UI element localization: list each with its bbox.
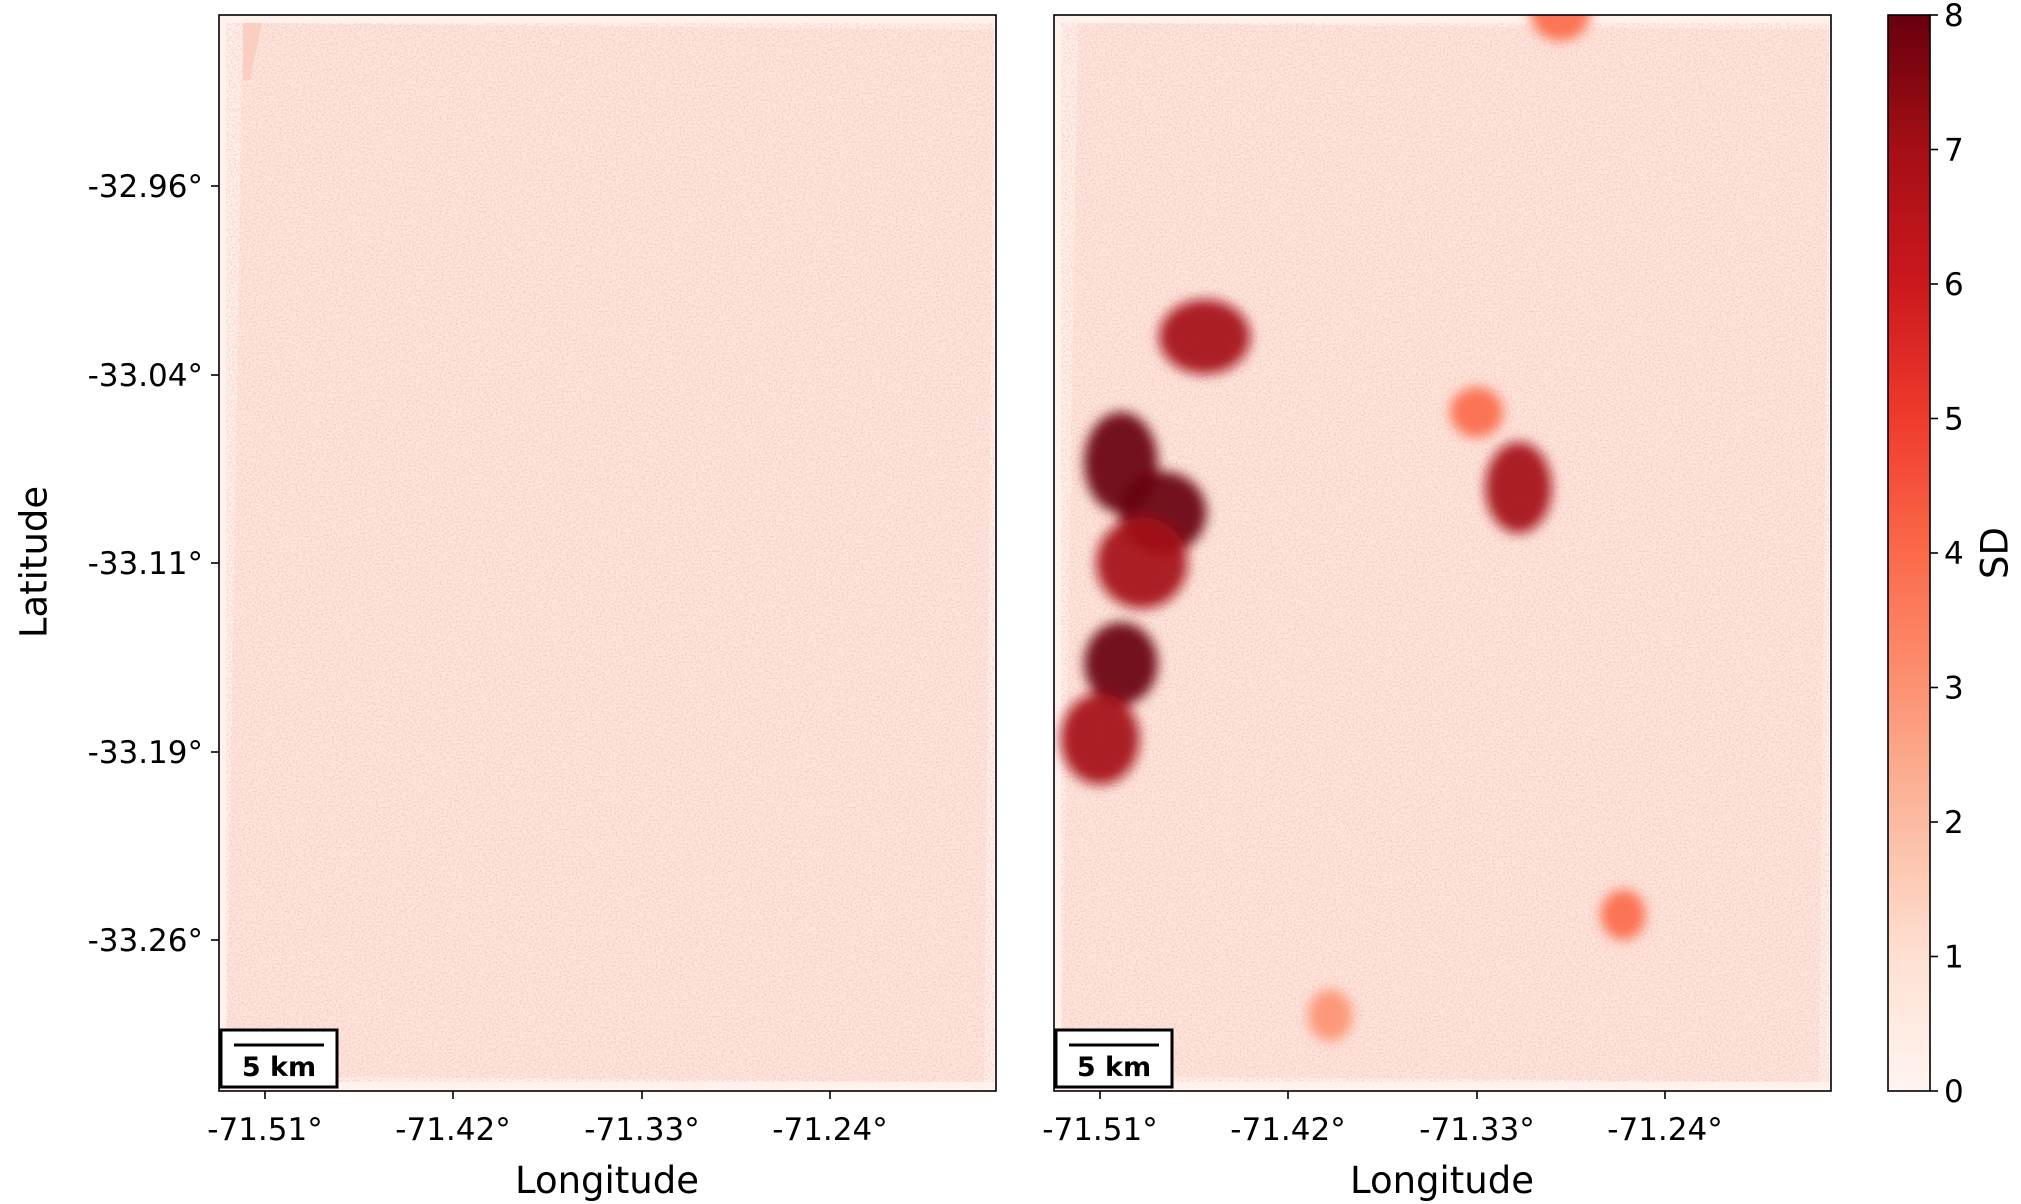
colorbar-ticks: 0 1 2 3 4 5 6 7 8 <box>1930 0 1964 1110</box>
left-map-panel: 5 km -32.96° -33.04° -33.11° -33.19° -33… <box>13 14 997 1202</box>
right-map-hotspots <box>1060 15 1646 1042</box>
left-y-axis: -32.96° -33.04° -33.11° -33.19° -33.26° … <box>13 169 219 959</box>
y-axis-label: Latitude <box>13 486 56 638</box>
y-tick-label: -33.04° <box>88 358 203 394</box>
x-tick-label: -71.51° <box>1042 1112 1157 1148</box>
colorbar-tick-label: 7 <box>1944 133 1964 169</box>
x-tick-label: -71.33° <box>1419 1112 1534 1148</box>
y-tick-label: -33.11° <box>88 546 203 582</box>
right-map-speckle <box>1061 23 1829 1082</box>
left-scale-bar-label: 5 km <box>242 1052 316 1083</box>
colorbar-tick-label: 8 <box>1944 0 1964 34</box>
y-tick-label: -32.96° <box>88 169 203 205</box>
colorbar-label: SD <box>1974 527 2017 579</box>
right-map-frame <box>1053 14 1832 1092</box>
x-axis-label: Longitude <box>1350 1159 1534 1202</box>
colorbar-tick-label: 1 <box>1944 940 1964 976</box>
colorbar-tick-label: 4 <box>1944 536 1964 572</box>
colorbar-tick-label: 5 <box>1944 402 1964 438</box>
x-tick-label: -71.33° <box>584 1112 699 1148</box>
right-map-panel: 5 km -71.51° -71.42° -71.33° -71.24° Lon… <box>1042 14 1832 1202</box>
hotspot <box>1060 693 1140 785</box>
x-tick-label: -71.24° <box>772 1112 887 1148</box>
left-map-edge <box>243 23 262 80</box>
right-x-axis: -71.51° -71.42° -71.33° -71.24° Longitud… <box>1042 1091 1723 1202</box>
left-map-frame <box>218 14 997 1092</box>
hotspot <box>1485 441 1552 534</box>
hotspot <box>1096 517 1188 609</box>
x-tick-label: -71.42° <box>1230 1112 1345 1148</box>
y-tick-label: -33.19° <box>88 735 203 771</box>
colorbar-gradient <box>1887 14 1931 1092</box>
left-x-axis: -71.51° -71.42° -71.33° -71.24° Longitud… <box>207 1091 888 1202</box>
colorbar-tick-label: 2 <box>1944 805 1964 841</box>
left-map-speckle <box>226 23 994 1082</box>
hotspot <box>1529 15 1591 41</box>
right-scale-bar: 5 km <box>1054 1028 1174 1089</box>
hotspot <box>1450 387 1504 438</box>
colorbar-tick-label: 3 <box>1944 671 1964 707</box>
hotspot <box>1084 622 1158 705</box>
colorbar-tick-label: 0 <box>1944 1074 1964 1110</box>
y-tick-label: -33.26° <box>88 923 203 959</box>
colorbar-tick-label: 6 <box>1944 267 1964 303</box>
x-tick-label: -71.51° <box>207 1112 322 1148</box>
x-tick-label: -71.42° <box>395 1112 510 1148</box>
right-scale-bar-label: 5 km <box>1077 1052 1151 1083</box>
colorbar: 0 1 2 3 4 5 6 7 8 SD <box>1887 0 2017 1110</box>
x-tick-label: -71.24° <box>1607 1112 1722 1148</box>
left-scale-bar: 5 km <box>219 1028 339 1089</box>
hotspot <box>1158 299 1251 375</box>
hotspot <box>1307 989 1353 1042</box>
x-axis-label: Longitude <box>515 1159 699 1202</box>
hotspot <box>1600 889 1646 941</box>
